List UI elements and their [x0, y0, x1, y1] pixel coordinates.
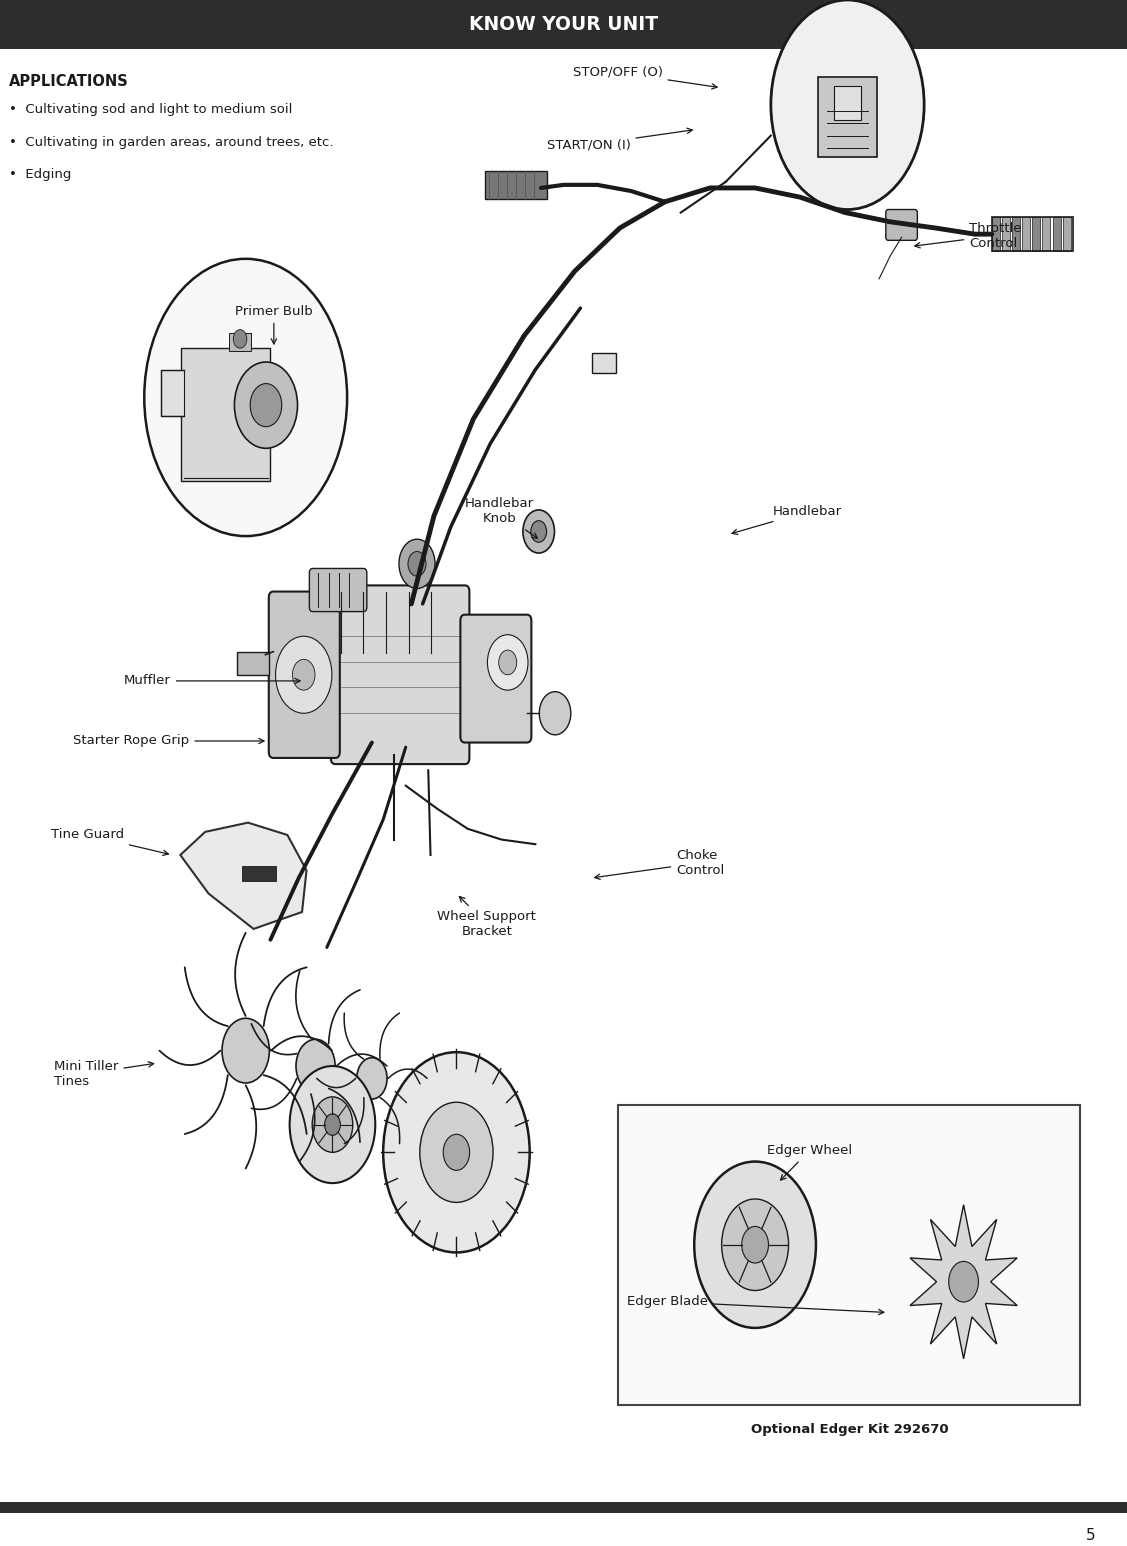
Bar	[0, 0, 1127, 49]
Bar	[1032, 218, 1040, 250]
Text: Muffler: Muffler	[124, 674, 300, 688]
Text: Throttle
Control: Throttle Control	[915, 221, 1022, 250]
Bar	[485, 172, 547, 199]
Bar	[229, 332, 251, 351]
Circle shape	[443, 1135, 470, 1170]
Bar	[992, 218, 1073, 250]
Bar	[1022, 218, 1030, 250]
Text: •  Edging: • Edging	[9, 169, 71, 181]
Circle shape	[290, 1067, 375, 1183]
FancyBboxPatch shape	[886, 210, 917, 240]
Text: START/ON (I): START/ON (I)	[547, 128, 692, 152]
Text: Optional Edger Kit 292670: Optional Edger Kit 292670	[751, 1424, 949, 1436]
Circle shape	[275, 637, 331, 713]
Bar	[818, 77, 877, 158]
Bar	[592, 352, 616, 373]
Circle shape	[742, 1226, 769, 1263]
Bar	[161, 369, 184, 416]
Circle shape	[949, 1262, 978, 1302]
Bar	[237, 652, 268, 674]
Text: Edger Wheel: Edger Wheel	[766, 1144, 852, 1180]
Bar	[618, 1104, 1080, 1405]
Circle shape	[694, 1161, 816, 1328]
FancyBboxPatch shape	[330, 586, 469, 764]
Text: APPLICATIONS: APPLICATIONS	[9, 74, 128, 90]
Circle shape	[250, 383, 282, 427]
Text: Handlebar
Knob: Handlebar Knob	[464, 498, 538, 538]
Circle shape	[498, 651, 516, 674]
Text: •  Cultivating in garden areas, around trees, etc.: • Cultivating in garden areas, around tr…	[9, 136, 334, 148]
Text: Mini Tiller
Tines: Mini Tiller Tines	[54, 1059, 153, 1088]
Bar	[242, 866, 276, 881]
Circle shape	[383, 1053, 530, 1252]
Polygon shape	[909, 1204, 1018, 1359]
Circle shape	[531, 521, 547, 543]
Circle shape	[144, 258, 347, 536]
Circle shape	[721, 1200, 789, 1291]
Circle shape	[357, 1057, 387, 1099]
Circle shape	[292, 659, 314, 690]
Circle shape	[296, 1039, 335, 1093]
Bar	[0, 1503, 1127, 1514]
Bar	[1053, 218, 1061, 250]
Text: Wheel Support
Bracket: Wheel Support Bracket	[437, 897, 536, 938]
Circle shape	[539, 691, 570, 734]
Circle shape	[325, 1113, 340, 1135]
FancyBboxPatch shape	[309, 569, 366, 612]
Text: •  Cultivating sod and light to medium soil: • Cultivating sod and light to medium so…	[9, 104, 292, 116]
Bar	[992, 218, 1000, 250]
Circle shape	[399, 540, 435, 589]
Circle shape	[408, 552, 426, 577]
Text: Choke
Control: Choke Control	[595, 849, 725, 880]
Bar	[1063, 218, 1071, 250]
Text: Edger Blade: Edger Blade	[627, 1296, 884, 1314]
Bar	[834, 87, 861, 121]
Circle shape	[233, 329, 247, 348]
Circle shape	[523, 510, 554, 553]
Bar	[1042, 218, 1050, 250]
Bar	[1012, 218, 1020, 250]
Circle shape	[487, 635, 527, 690]
FancyBboxPatch shape	[268, 592, 339, 758]
Text: KNOW YOUR UNIT: KNOW YOUR UNIT	[469, 15, 658, 34]
Text: 5: 5	[1085, 1527, 1095, 1543]
Circle shape	[222, 1019, 269, 1084]
Text: STOP/OFF (O): STOP/OFF (O)	[573, 66, 717, 90]
Circle shape	[234, 362, 298, 448]
Text: Starter Rope Grip: Starter Rope Grip	[73, 734, 264, 748]
Bar	[1002, 218, 1010, 250]
Circle shape	[771, 0, 924, 210]
Text: Primer Bulb: Primer Bulb	[236, 305, 312, 343]
Circle shape	[419, 1102, 492, 1203]
FancyBboxPatch shape	[181, 348, 270, 481]
Text: Tine Guard: Tine Guard	[51, 829, 168, 855]
FancyBboxPatch shape	[460, 615, 531, 742]
Text: Handlebar: Handlebar	[733, 506, 842, 535]
Polygon shape	[180, 822, 307, 929]
Circle shape	[312, 1096, 353, 1152]
